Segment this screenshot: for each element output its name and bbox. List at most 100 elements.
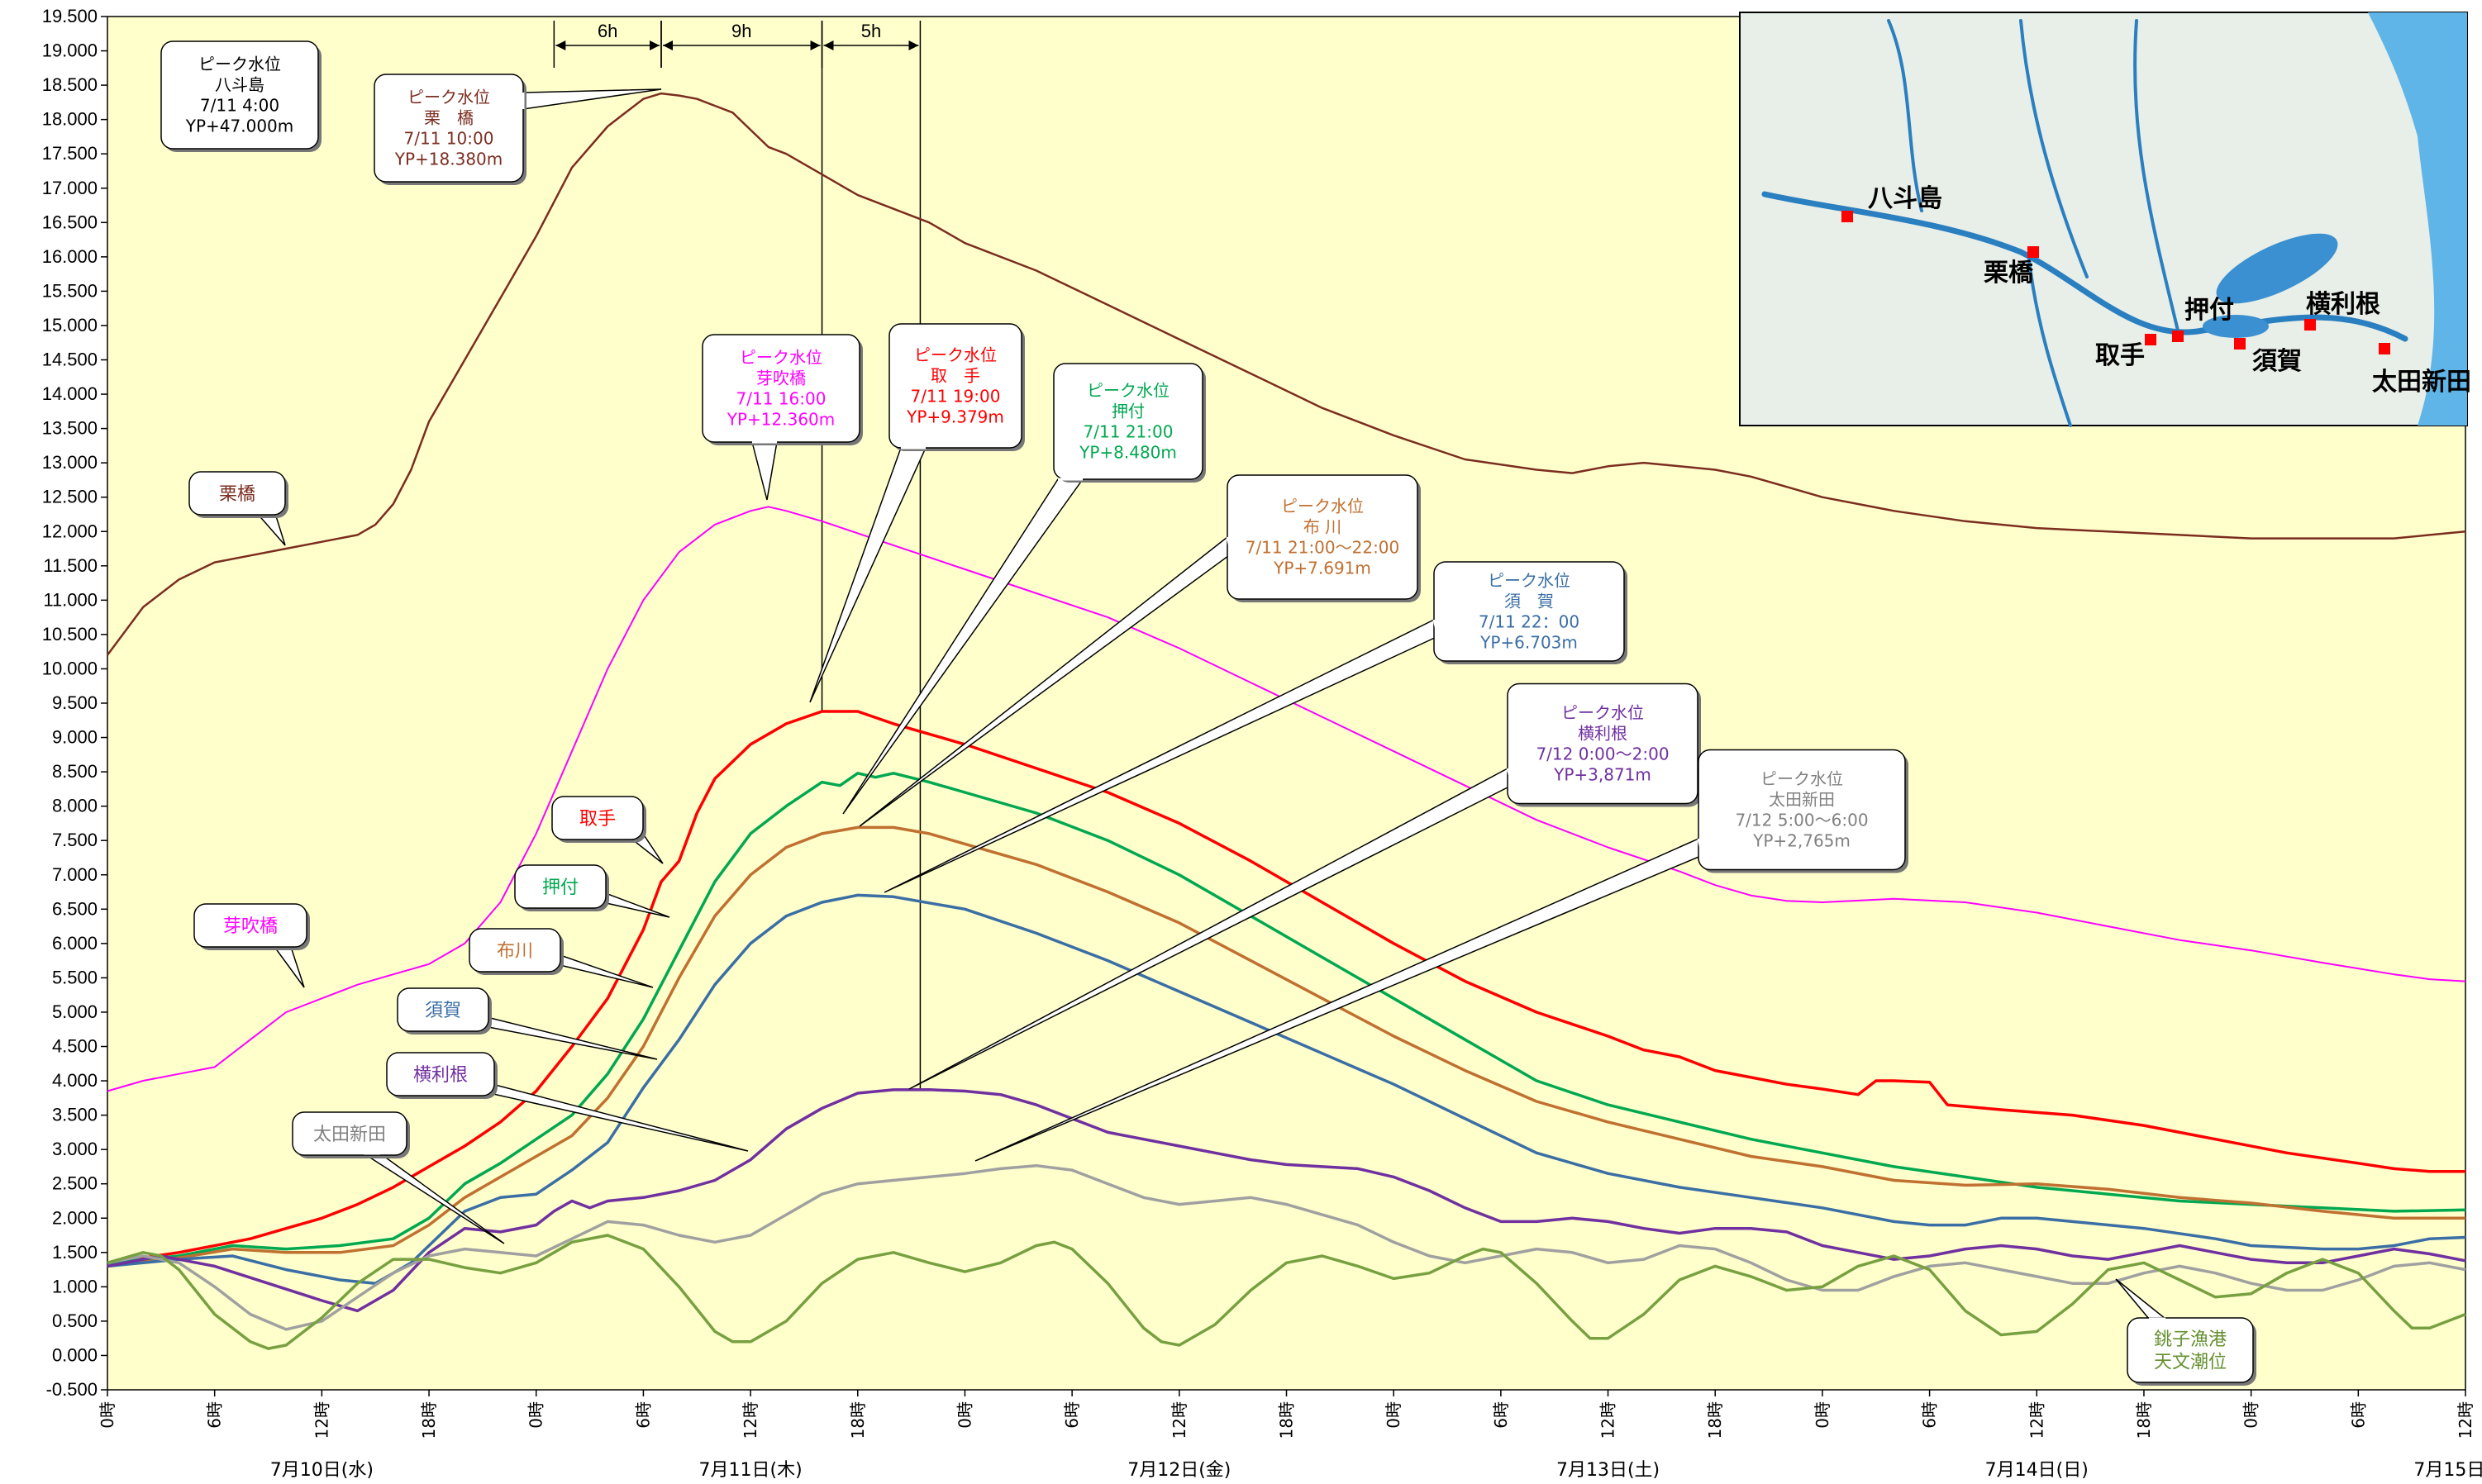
peak-callout-toride-text: 7/11 19:00 bbox=[911, 387, 1001, 407]
series-label-toride-text: 取手 bbox=[579, 809, 616, 830]
peak-callout-toride-text: YP+9.379m bbox=[906, 407, 1004, 427]
day-label: 7月13日(土) bbox=[1556, 1460, 1660, 1481]
peak-callout-suga-text: YP+6.703m bbox=[1479, 633, 1578, 653]
x-axis: 0時 6時 12時 18時 0時 6時 12時 18時 0時 6時 12時 18時 0時 6時 12時 18時… bbox=[98, 1390, 2482, 1481]
y-tick-label: 12.500 bbox=[42, 487, 98, 507]
peak-callout-fukawa-text: ピーク水位 bbox=[1281, 497, 1364, 516]
x-tick-label: 0時 bbox=[955, 1401, 974, 1429]
map-station-marker bbox=[2172, 331, 2184, 342]
y-tick-label: 19.500 bbox=[42, 6, 98, 26]
peak-callout-kurihashi-text: 栗 橋 bbox=[424, 108, 474, 128]
peak-callout-otashinden-text: ピーク水位 bbox=[1760, 769, 1843, 789]
peak-callout-hattorijima-text: YP+47.000m bbox=[185, 117, 294, 136]
x-tick-label: 0時 bbox=[2241, 1401, 2261, 1429]
peak-callout-kurihashi-text: 7/11 10:00 bbox=[404, 129, 494, 149]
map-station-label: 栗橋 bbox=[1984, 259, 2034, 288]
y-tick-label: 8.500 bbox=[52, 761, 98, 782]
series-label-choshi-text: 天文潮位 bbox=[2154, 1353, 2227, 1373]
x-tick-label: 12時 bbox=[312, 1401, 331, 1439]
peak-callout-mebuki-text: ピーク水位 bbox=[740, 348, 822, 368]
peak-callout-mebuki-text: 芽吹橋 bbox=[756, 369, 806, 388]
y-tick-label: 4.500 bbox=[52, 1036, 98, 1057]
x-tick-label: 0時 bbox=[98, 1401, 117, 1429]
y-tick-label: 2.500 bbox=[52, 1173, 98, 1194]
series-label-mebuki-text: 芽吹橋 bbox=[223, 916, 278, 937]
y-tick-label: 18.000 bbox=[42, 109, 98, 130]
y-tick-label: 5.000 bbox=[52, 1001, 98, 1022]
map-station-label: 八斗島 bbox=[1868, 184, 1942, 213]
x-tick-label: 12時 bbox=[2027, 1401, 2046, 1439]
peak-callout-oshitsuke-text: 7/11 21:00 bbox=[1084, 422, 1174, 442]
x-tick-label: 12時 bbox=[741, 1401, 760, 1439]
x-tick-label: 18時 bbox=[1705, 1401, 1725, 1439]
map-station-label: 太田新田 bbox=[2372, 368, 2471, 397]
x-tick-label: 6時 bbox=[1491, 1401, 1511, 1429]
peak-callout-hattorijima: ピーク水位八斗島7/11 4:00YP+47.000m bbox=[161, 41, 322, 152]
map-station-marker bbox=[1841, 211, 1853, 222]
y-tick-label: 2.000 bbox=[52, 1207, 98, 1228]
x-tick-label: 12時 bbox=[1170, 1401, 1189, 1439]
y-tick-label: 0.000 bbox=[52, 1344, 98, 1365]
peak-callout-oshitsuke-text: YP+8.480m bbox=[1079, 443, 1177, 463]
y-axis: -0.500 0.000 0.500 1.000 1.500 2.000 2.500 3.00… bbox=[42, 6, 107, 1400]
peak-callout-kurihashi-text: ピーク水位 bbox=[407, 88, 490, 107]
series-label-otashinden-text: 太田新田 bbox=[313, 1125, 386, 1145]
y-tick-label: 12.000 bbox=[42, 521, 98, 541]
map-station-label: 横利根 bbox=[2306, 290, 2380, 319]
y-tick-label: 9.000 bbox=[52, 727, 98, 748]
x-tick-label: 6時 bbox=[2348, 1401, 2368, 1429]
day-label: 7月10日(水) bbox=[270, 1460, 374, 1481]
y-tick-label: 17.500 bbox=[42, 143, 98, 164]
y-tick-label: 3.000 bbox=[52, 1139, 98, 1159]
marker-label: 6h bbox=[598, 21, 617, 41]
map-station-label: 取手 bbox=[2095, 341, 2145, 370]
y-tick-label: 13.000 bbox=[42, 452, 98, 473]
y-tick-label: 11.500 bbox=[43, 555, 98, 576]
y-tick-label: 10.500 bbox=[42, 624, 98, 644]
peak-callout-otashinden-text: YP+2,765m bbox=[1752, 831, 1851, 851]
day-label: 7月14日(日) bbox=[1985, 1460, 2089, 1481]
y-tick-label: 7.000 bbox=[52, 864, 98, 885]
x-tick-label: 0時 bbox=[1384, 1401, 1403, 1429]
y-tick-label: 13.500 bbox=[42, 418, 98, 439]
x-tick-label: 0時 bbox=[526, 1401, 546, 1429]
marker-label: 5h bbox=[861, 21, 881, 41]
y-tick-label: 15.000 bbox=[42, 315, 98, 335]
y-tick-label: 11.000 bbox=[43, 589, 98, 610]
peak-callout-suga-text: 須 賀 bbox=[1504, 592, 1554, 611]
y-tick-label: 14.500 bbox=[42, 350, 98, 370]
day-label: 7月11日(木) bbox=[699, 1460, 803, 1481]
x-tick-label: 6時 bbox=[1062, 1401, 1082, 1429]
y-tick-label: 14.000 bbox=[42, 383, 98, 404]
x-tick-label: 18時 bbox=[848, 1401, 868, 1439]
y-tick-label: 9.500 bbox=[52, 692, 98, 713]
series-label-kurihashi-text: 栗橋 bbox=[219, 484, 255, 505]
peak-callout-otashinden-text: 7/12 5:00～6:00 bbox=[1735, 811, 1868, 830]
y-tick-label: 10.000 bbox=[42, 658, 98, 678]
series-label-oshitsuke-text: 押付 bbox=[542, 878, 579, 898]
y-tick-label: 0.500 bbox=[52, 1310, 98, 1331]
series-label-suga-text: 須賀 bbox=[425, 1001, 461, 1021]
map-station-marker bbox=[2304, 319, 2316, 331]
y-tick-label: 16.000 bbox=[42, 246, 98, 267]
x-tick-label: 18時 bbox=[419, 1401, 439, 1439]
y-tick-label: 1.000 bbox=[52, 1276, 98, 1296]
y-tick-label: 3.500 bbox=[52, 1105, 98, 1125]
y-tick-label: 19.000 bbox=[42, 40, 98, 61]
peak-callout-yokotone-text: 横利根 bbox=[1578, 724, 1627, 744]
map-station-label: 押付 bbox=[2184, 296, 2234, 325]
peak-callout-mebuki-text: 7/11 16:00 bbox=[736, 389, 827, 409]
peak-callout-yokotone-text: YP+3,871m bbox=[1553, 765, 1651, 785]
x-tick-label: 12時 bbox=[1598, 1401, 1618, 1439]
y-tick-label: 4.000 bbox=[52, 1070, 98, 1091]
x-tick-label: 6時 bbox=[205, 1401, 225, 1429]
peak-callout-fukawa-text: 7/11 21:00～22:00 bbox=[1246, 538, 1400, 558]
peak-callout-fukawa-text: YP+7.691m bbox=[1273, 559, 1371, 578]
peak-callout-hattorijima-text: 八斗島 bbox=[215, 75, 264, 95]
y-tick-label: 17.000 bbox=[42, 178, 98, 198]
y-tick-label: 5.500 bbox=[52, 967, 98, 987]
peak-callout-mebuki-text: YP+12.360m bbox=[726, 410, 836, 430]
series-label-choshi-text: 銚子漁港 bbox=[2154, 1329, 2227, 1350]
map-station-marker bbox=[2234, 338, 2246, 350]
